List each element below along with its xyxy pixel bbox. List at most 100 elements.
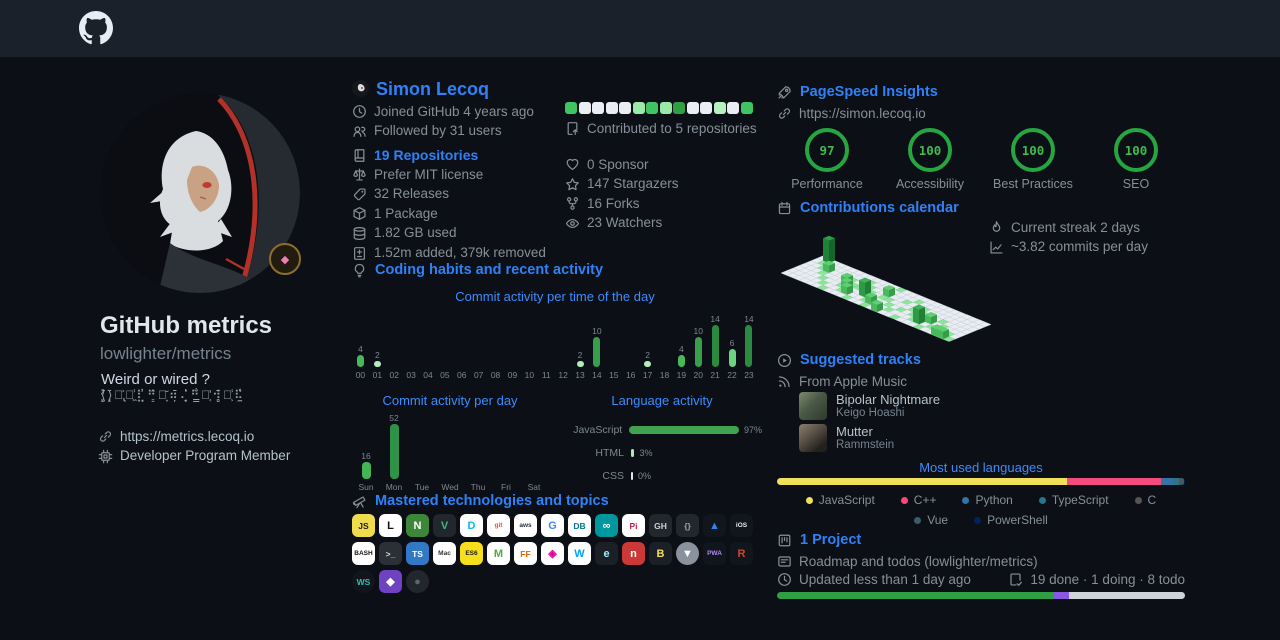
bar-column: 4 00 [352, 308, 369, 380]
dark-tech-icon: ● [406, 570, 429, 593]
music-title[interactable]: Suggested tracks [800, 352, 921, 368]
contribution-square [605, 102, 618, 114]
album-art [799, 424, 827, 452]
project-title[interactable]: 1 Project [800, 532, 862, 548]
legend-item: JavaScript [805, 493, 875, 507]
avatar-badge: ◆ [269, 243, 301, 275]
flame-icon [989, 220, 1004, 235]
legend-dot [900, 496, 908, 504]
bar-label: 09 [507, 370, 518, 380]
bar-label: 14 [592, 370, 602, 380]
bar-column: 4 19 [673, 308, 690, 380]
calendar-cell [925, 314, 931, 325]
contribution-square [700, 102, 712, 114]
language-segment [1172, 478, 1180, 485]
license-label: Prefer MIT license [374, 166, 484, 182]
calendar-cell [871, 299, 883, 305]
languages-stacked-bar [777, 478, 1185, 485]
legend-dot [914, 516, 922, 524]
bar [389, 424, 399, 479]
language-name: HTML [595, 446, 624, 459]
calendar-cell [925, 312, 937, 317]
legend-dot [805, 496, 813, 504]
bar [644, 361, 652, 367]
pagespeed-title[interactable]: PageSpeed Insights [800, 84, 938, 100]
bar-label: Fri [501, 482, 511, 492]
pagespeed-url-link[interactable]: https://simon.lecoq.io [799, 105, 926, 121]
legend-label: PowerShell [987, 513, 1048, 527]
link-icon [777, 106, 792, 121]
storage-label: 1.82 GB used [374, 225, 457, 241]
calendar-cell [859, 277, 871, 283]
legend-item: TypeScript [1038, 493, 1109, 507]
bar-label: 06 [457, 370, 467, 380]
firefox-icon: FF [514, 542, 537, 565]
bar-column: 18 [656, 308, 673, 380]
bar-value: 4 [358, 344, 363, 354]
habits-title[interactable]: Coding habits and recent activity [375, 262, 604, 278]
language-segment [1160, 478, 1173, 485]
project-progress-bar [777, 592, 1185, 599]
language-activity-row: JavaScript 97% [562, 418, 762, 441]
ios-icon: iOS [730, 514, 753, 537]
calendar-cell [931, 314, 937, 325]
calendar-cell [919, 307, 925, 325]
contribution-square [646, 102, 658, 114]
people-icon [352, 124, 367, 139]
stargazers-label: 147 Stargazers [587, 176, 679, 192]
forks-label: 16 Forks [587, 195, 640, 211]
bar-label: Thu [470, 482, 486, 492]
track-title-link[interactable]: Mutter [836, 424, 873, 439]
calendar-cell [841, 282, 853, 288]
bar-value: 16 [361, 451, 371, 462]
calendar-title[interactable]: Contributions calendar [800, 200, 959, 216]
profile-website-link[interactable]: https://metrics.lecoq.io [120, 428, 255, 444]
bar-label: Sat [527, 482, 541, 492]
contribution-square [659, 102, 672, 114]
contribution-square [578, 102, 591, 114]
fork-icon [565, 196, 580, 211]
package-label: 1 Package [374, 205, 438, 221]
bar [373, 361, 381, 367]
bar-label: 03 [406, 370, 416, 380]
language-segment [1182, 478, 1184, 485]
bar-column: 04 [420, 308, 437, 380]
legend-label: Vue [927, 513, 949, 527]
language-name: CSS [602, 469, 624, 482]
electron-icon: e [595, 542, 618, 565]
bar-value: 52 [389, 413, 399, 424]
axolotl-badge-icon: ◆ [280, 253, 290, 266]
bar-column: 14 23 [740, 308, 757, 380]
calendar-cell [937, 326, 949, 332]
legend-label: TypeScript [1051, 493, 1109, 507]
project-updated-label: Updated less than 1 day ago [799, 571, 971, 587]
bar-column: 05 [436, 308, 453, 380]
bar-column: 2 01 [369, 308, 386, 380]
arduino-icon: ∞ [595, 514, 618, 537]
contribution-square [565, 102, 577, 114]
eye-icon [565, 216, 580, 231]
legend-dot [1038, 496, 1046, 504]
bar-label: 08 [490, 370, 501, 380]
track-artist: Rammstein [836, 439, 895, 451]
commit-activity-hour-chart: 4 00 2 01 02 03 04 05 06 07 08 09 10 11 12 2 13 10 14 15 16 2… [352, 308, 758, 380]
bar-label: 23 [744, 370, 754, 380]
repositories-link[interactable]: 19 Repositories [374, 147, 479, 164]
user-name-link[interactable]: Simon Lecoq [376, 78, 490, 99]
lightbulb-icon [352, 263, 367, 278]
repo-icon [352, 148, 367, 163]
bar-column: 03 [403, 308, 420, 380]
tagline: Weird or wired ? [101, 371, 210, 388]
stylus-icon: ◆ [379, 570, 402, 593]
contribution-square [740, 102, 753, 114]
docker-icon: D [460, 514, 483, 537]
bar-label: 20 [693, 370, 703, 380]
tech-title[interactable]: Mastered technologies and topics [375, 493, 609, 509]
rust-icon: R [730, 542, 753, 565]
bar-label: 10 [524, 370, 535, 380]
track-title-link[interactable]: Bipolar Nightmare [836, 392, 941, 407]
calendar-cell [865, 292, 877, 298]
languages-legend: JavaScript C++ Python TypeScript C Vue PowerSh… [777, 487, 1185, 527]
github-logo-icon[interactable] [79, 11, 113, 45]
pwa-icon: PWA [703, 542, 726, 565]
